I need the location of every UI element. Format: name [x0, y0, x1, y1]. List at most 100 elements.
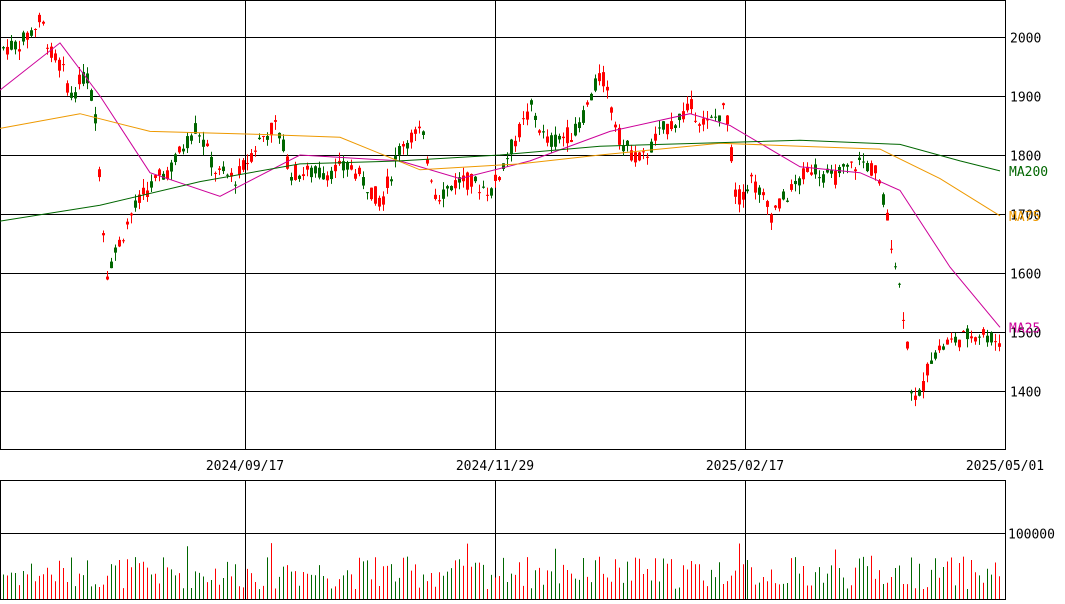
volume-tick-label: 100000: [1008, 528, 1055, 543]
candle-body: [946, 339, 949, 345]
candle-body: [194, 123, 197, 134]
candle-body: [842, 164, 845, 167]
candle-body: [986, 335, 989, 343]
candle-body: [106, 276, 109, 280]
candle-body: [38, 14, 41, 23]
candle-body: [550, 135, 553, 147]
candle-body: [454, 180, 457, 189]
candle-body: [434, 194, 437, 199]
candle-body: [478, 192, 481, 194]
candle-body: [610, 107, 613, 113]
candle-body: [922, 381, 925, 391]
candle-body: [762, 192, 765, 196]
candle-body: [786, 200, 789, 202]
candle-body: [342, 161, 345, 171]
candle-body: [830, 170, 833, 174]
candle-body: [490, 188, 493, 196]
candle-body: [622, 145, 625, 152]
candle-body: [18, 49, 21, 52]
candle-body: [846, 164, 849, 167]
candle-body: [978, 336, 981, 338]
candle-body: [526, 111, 529, 120]
candle-body: [438, 200, 441, 202]
candle-body: [850, 161, 853, 163]
candle-body: [2, 47, 5, 49]
candle-body: [58, 59, 61, 71]
candle-body: [42, 21, 45, 24]
candle-body: [934, 352, 937, 359]
volume-bars: [3, 543, 1000, 599]
ma-label-ma25: MA25: [1009, 321, 1040, 336]
candle-body: [130, 213, 133, 216]
candle-body: [966, 328, 969, 340]
candle-body: [858, 157, 861, 161]
candle-body: [774, 205, 777, 208]
candle-body: [298, 175, 301, 179]
candle-body: [154, 175, 157, 178]
ma-label-ma75: MA75: [1009, 210, 1040, 225]
candle-body: [122, 240, 125, 242]
candle-body: [466, 172, 469, 190]
candle-body: [282, 139, 285, 152]
candle-body: [838, 167, 841, 174]
candle-body: [498, 177, 501, 181]
candle-body: [974, 337, 977, 342]
candle-body: [494, 174, 497, 181]
candle-body: [406, 142, 409, 149]
candle-body: [206, 143, 209, 147]
candle-body: [418, 126, 421, 129]
candle-body: [818, 177, 821, 179]
candle-body: [654, 133, 657, 141]
candle-body: [662, 121, 665, 130]
candle-body: [362, 177, 365, 186]
candle-body: [78, 74, 81, 85]
candle-body: [854, 169, 857, 172]
candle-body: [250, 153, 253, 162]
candle-body: [174, 154, 177, 163]
candle-body: [562, 136, 565, 139]
candle-body: [378, 197, 381, 207]
candle-body: [182, 148, 185, 152]
candle-body: [714, 116, 717, 118]
candle-body: [742, 191, 745, 200]
candle-body: [50, 46, 53, 58]
candle-body: [618, 127, 621, 145]
candle-body: [86, 73, 89, 84]
candle-body: [698, 124, 701, 126]
candle-body: [578, 122, 581, 129]
candle-body: [114, 247, 117, 253]
candle-body: [970, 336, 973, 339]
candle-body: [274, 120, 277, 122]
candle-body: [810, 172, 813, 175]
candle-body: [646, 156, 649, 158]
candle-body: [702, 118, 705, 125]
date-tick-label: 2024/11/29: [456, 459, 534, 474]
candle-body: [70, 92, 73, 98]
candle-body: [782, 191, 785, 200]
candle-body: [726, 115, 729, 125]
candle-body: [238, 166, 241, 175]
candle-body: [806, 166, 809, 172]
candle-body: [422, 131, 425, 135]
candle-body: [334, 164, 337, 172]
candle-body: [14, 41, 17, 50]
candle-body: [958, 339, 961, 348]
candle-body: [202, 139, 205, 147]
candle-body: [442, 189, 445, 199]
candle-body: [886, 212, 889, 221]
candle-body: [530, 100, 533, 105]
candle-body: [398, 146, 401, 155]
candle-body: [906, 341, 909, 349]
price-tick-label: 1800: [1010, 150, 1041, 165]
price-tick-label: 1500: [1010, 327, 1041, 342]
candle-body: [626, 140, 629, 146]
candle-body: [834, 171, 837, 185]
candle-body: [290, 177, 293, 181]
candle-body: [914, 395, 917, 400]
candle-body: [150, 181, 153, 188]
candle-body: [158, 169, 161, 176]
candle-body: [134, 200, 137, 208]
candle-body: [666, 123, 669, 135]
price-tick-label: 1400: [1010, 386, 1041, 401]
candle-body: [910, 392, 913, 394]
